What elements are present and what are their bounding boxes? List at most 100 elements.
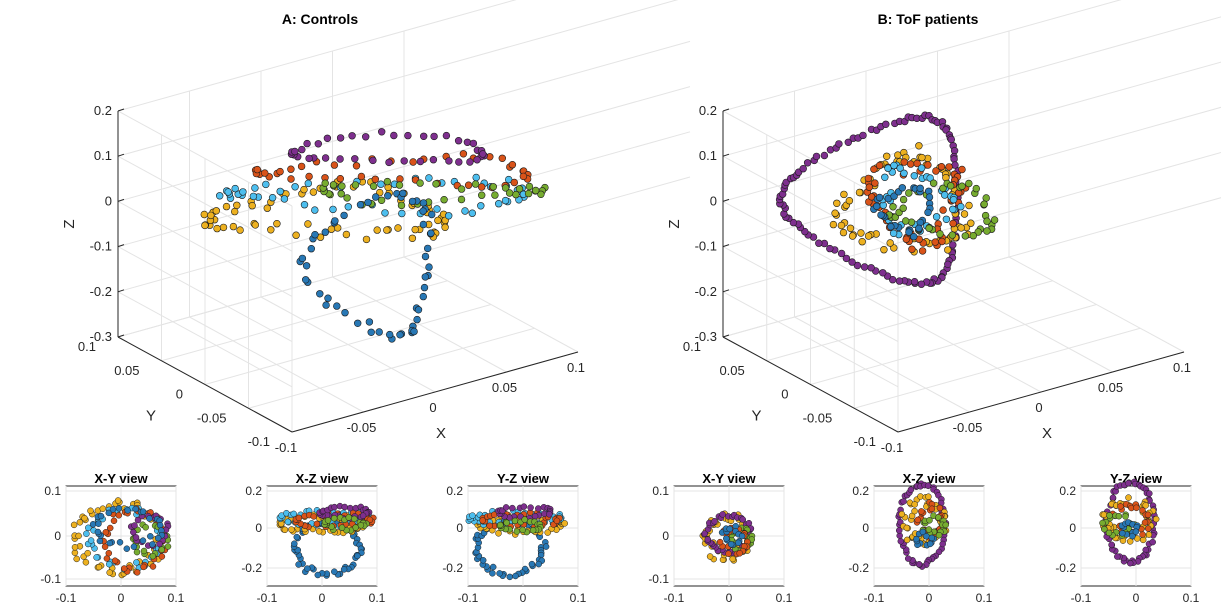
- grid-line: [117, 110, 293, 207]
- data-point: [940, 191, 949, 199]
- data-point: [888, 276, 897, 284]
- data-point: [454, 137, 463, 145]
- data-point: [837, 249, 846, 258]
- data-point: [336, 155, 344, 163]
- data-point: [321, 179, 329, 187]
- data-point: [216, 192, 224, 200]
- data-point: [315, 528, 323, 535]
- data-point: [826, 244, 834, 253]
- data-point: [377, 180, 385, 188]
- data-point: [917, 164, 926, 172]
- data-point: [416, 157, 425, 166]
- data-point: [1119, 530, 1126, 537]
- z-tick-mark: [117, 108, 125, 112]
- panel-2d-6: 0.2 0 -0.2 -0.1 0 0.1 X-Z view: [848, 471, 992, 605]
- y-tick-label: -0.1: [854, 434, 876, 449]
- data-point: [82, 559, 90, 566]
- data-point: [330, 161, 339, 169]
- x-tick-label: 0.1: [976, 591, 993, 605]
- data-point: [910, 172, 918, 180]
- data-point: [1105, 529, 1113, 537]
- data-point: [860, 263, 869, 271]
- subplot-title: Y-Z view: [497, 471, 550, 486]
- data-point: [311, 206, 319, 214]
- data-point: [924, 482, 932, 489]
- data-point: [928, 534, 936, 542]
- data-point: [149, 552, 157, 560]
- data-point: [425, 263, 433, 271]
- data-point: [958, 182, 966, 190]
- data-point: [900, 158, 908, 166]
- data-point: [336, 175, 344, 183]
- x-tick-label: 0: [319, 591, 326, 605]
- data-point: [958, 165, 966, 174]
- data-point: [915, 224, 923, 233]
- data-point: [1099, 519, 1106, 527]
- data-point: [512, 572, 519, 580]
- data-point: [896, 164, 904, 172]
- data-point: [419, 199, 428, 207]
- data-point: [489, 183, 497, 191]
- data-point: [420, 283, 429, 292]
- data-point: [147, 533, 154, 540]
- grid-line: [722, 246, 899, 343]
- panel-title: B: ToF patients: [878, 11, 979, 27]
- data-point: [704, 536, 712, 543]
- y-tick-label: 0: [456, 521, 463, 535]
- x-axis-line: [897, 351, 1185, 433]
- data-point: [974, 228, 982, 236]
- data-point: [251, 184, 259, 192]
- data-point: [923, 533, 930, 540]
- data-point: [875, 161, 884, 170]
- data-point: [396, 175, 404, 183]
- data-point: [262, 180, 270, 189]
- data-point: [471, 180, 480, 188]
- data-point: [1141, 519, 1149, 526]
- data-point: [95, 563, 103, 571]
- data-point: [71, 544, 79, 551]
- z-tick-mark: [117, 153, 125, 157]
- data-point: [468, 209, 476, 217]
- data-point: [236, 226, 244, 234]
- data-point: [495, 200, 503, 208]
- data-point: [411, 225, 419, 234]
- data-point: [889, 203, 897, 211]
- data-point: [925, 493, 932, 500]
- data-point: [859, 131, 867, 140]
- grid-line: [117, 176, 691, 338]
- data-point: [931, 238, 939, 246]
- data-point: [936, 230, 944, 238]
- data-point: [132, 534, 140, 541]
- data-point: [390, 131, 398, 140]
- y-tick-label: 0.2: [852, 484, 869, 498]
- x-axis-label: X: [436, 425, 446, 442]
- data-point: [395, 181, 404, 189]
- data-point: [369, 156, 377, 165]
- data-point: [457, 195, 466, 204]
- data-point: [924, 208, 932, 217]
- data-point: [338, 182, 346, 190]
- data-point: [864, 232, 873, 240]
- data-point: [71, 549, 79, 556]
- data-point: [706, 553, 714, 560]
- data-point: [219, 223, 228, 232]
- data-point: [156, 540, 163, 548]
- x-tick-label: 0.1: [1183, 591, 1200, 605]
- x-tick-label: -0.1: [458, 591, 479, 605]
- data-point: [1132, 528, 1140, 535]
- data-point: [531, 513, 539, 520]
- data-point: [957, 224, 965, 232]
- y-tick-label: 0.05: [114, 363, 139, 378]
- data-point: [855, 188, 864, 197]
- data-point: [95, 520, 102, 527]
- data-point: [937, 163, 946, 171]
- y-tick-label: 0: [781, 387, 788, 402]
- y-tick-label: 0.2: [446, 484, 463, 498]
- x-tick-label: 0: [1035, 400, 1042, 415]
- data-point: [106, 539, 114, 547]
- x-tick-label: 0.1: [567, 360, 585, 375]
- data-point: [887, 223, 895, 231]
- data-point: [542, 543, 550, 550]
- data-point: [965, 179, 973, 188]
- data-point: [305, 154, 313, 163]
